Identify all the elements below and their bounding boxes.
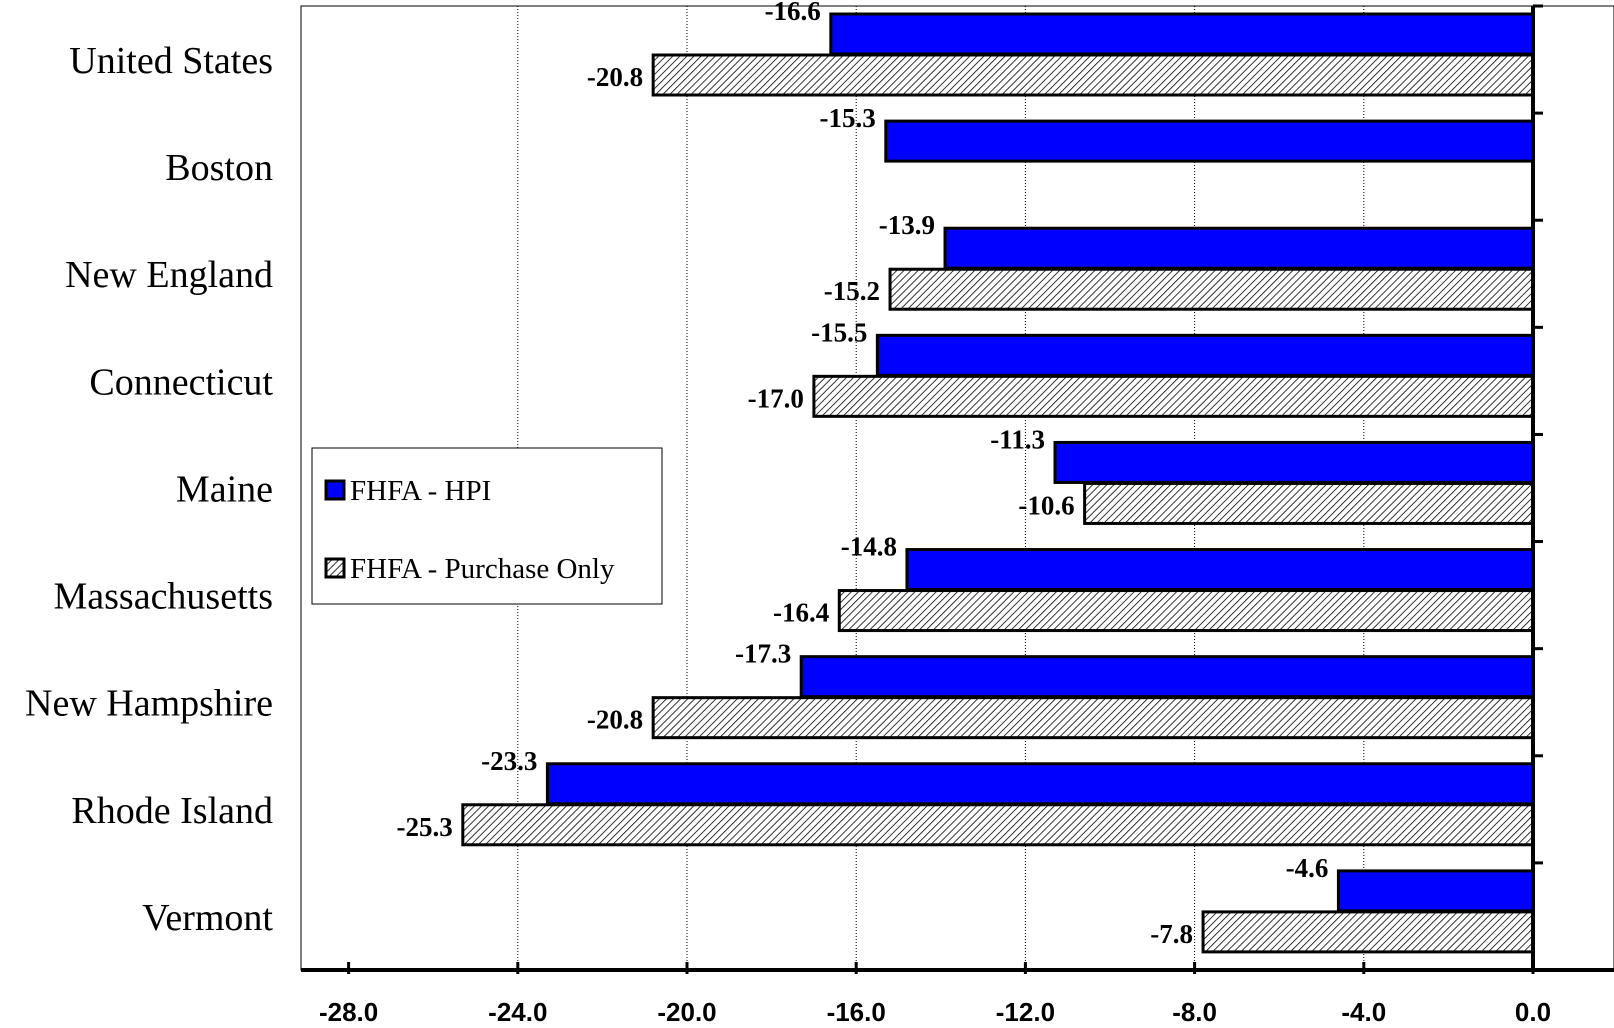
data-label: -11.3 [990, 424, 1045, 454]
category-label-maine: Maine [176, 468, 273, 510]
axes [301, 4, 1614, 974]
category-label-new-hampshire: New Hampshire [25, 683, 273, 725]
data-label: -17.3 [735, 639, 791, 669]
x-tick-label: -24.0 [488, 997, 547, 1027]
data-label: -16.4 [773, 598, 829, 628]
legend-label-fhfa-purchase-only: FHFA - Purchase Only [350, 553, 615, 585]
bar-fhfa-purchase-only-united-states [651, 53, 1535, 97]
legend-swatch-fhfa-purchase-only [324, 557, 346, 579]
data-label: -20.8 [587, 705, 643, 735]
legend-label-fhfa-hpi: FHFA - HPI [350, 475, 491, 507]
data-label: -16.6 [765, 0, 821, 26]
bar-fhfa-purchase-only-new-england [888, 267, 1535, 311]
bar-fhfa-purchase-only-new-hampshire [651, 696, 1535, 740]
category-label-massachusetts: Massachusetts [53, 576, 273, 618]
data-label: -4.6 [1286, 853, 1329, 883]
category-label-new-england: New England [65, 254, 273, 296]
data-label: -20.8 [587, 62, 643, 92]
legend: FHFA - HPI FHFA - Purchase Only [311, 447, 663, 605]
bar-fhfa-purchase-only-vermont [1201, 910, 1535, 954]
category-label-vermont: Vermont [142, 897, 273, 939]
legend-box [311, 447, 663, 605]
category-label-boston: Boston [165, 147, 273, 189]
data-label: -15.3 [820, 103, 876, 133]
bar-fhfa-purchase-only-maine [1083, 481, 1535, 525]
category-label-united-states: United States [69, 40, 273, 82]
bar-fhfa-purchase-only-connecticut [812, 374, 1535, 418]
bar-fhfa-hpi-massachusetts [905, 548, 1535, 592]
category-label-rhode-island: Rhode Island [71, 790, 273, 832]
bar-fhfa-purchase-only-massachusetts [837, 589, 1535, 633]
data-label: -17.0 [748, 383, 804, 413]
bar-fhfa-hpi-maine [1053, 440, 1535, 484]
bar-fhfa-hpi-connecticut [875, 333, 1535, 377]
bars [461, 12, 1535, 954]
x-tick-label: -12.0 [996, 997, 1055, 1027]
data-label: -15.5 [811, 317, 867, 347]
labels: -16.6 -15.3 -13.9 -15.5 -11.3 -14.8 -17.3 -23.3… [25, 0, 1551, 1027]
bar-fhfa-hpi-rhode-island [545, 762, 1535, 806]
bar-fhfa-hpi-new-hampshire [799, 655, 1535, 699]
x-tick-label: -28.0 [319, 997, 378, 1027]
data-label: -13.9 [879, 210, 935, 240]
bar-fhfa-hpi-new-england [943, 226, 1535, 270]
bar-fhfa-hpi-boston [884, 119, 1535, 163]
data-label: -15.2 [824, 276, 880, 306]
data-label: -14.8 [841, 532, 897, 562]
bar-fhfa-hpi-vermont [1336, 869, 1535, 913]
x-tick-label: -8.0 [1172, 997, 1217, 1027]
x-tick-label: -16.0 [827, 997, 886, 1027]
legend-swatch-fhfa-hpi [324, 479, 346, 501]
x-tick-label: 0.0 [1515, 997, 1551, 1027]
x-tick-label: -4.0 [1341, 997, 1386, 1027]
x-tick-label: -20.0 [657, 997, 716, 1027]
data-label: -25.3 [397, 812, 453, 842]
data-label: -7.8 [1150, 919, 1193, 949]
bar-fhfa-purchase-only-rhode-island [461, 803, 1535, 847]
category-label-connecticut: Connecticut [89, 361, 273, 403]
data-label: -23.3 [481, 746, 537, 776]
data-label: -10.6 [1018, 490, 1074, 520]
bar-fhfa-hpi-united-states [829, 12, 1535, 56]
